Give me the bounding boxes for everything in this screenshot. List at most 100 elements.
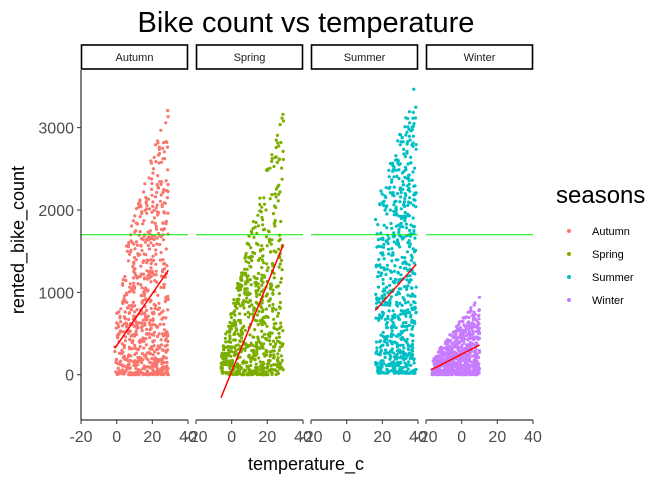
data-point: [153, 350, 157, 354]
x-tick-label: 20: [143, 429, 161, 446]
data-point: [232, 338, 236, 342]
data-point: [409, 333, 413, 337]
data-point: [454, 332, 458, 336]
data-point: [125, 291, 129, 295]
data-point: [156, 293, 160, 297]
data-point: [403, 154, 407, 159]
data-point: [224, 340, 228, 344]
data-point: [411, 247, 415, 251]
data-point: [261, 371, 265, 375]
data-point: [404, 321, 408, 325]
data-point: [141, 299, 145, 303]
data-point: [408, 161, 413, 165]
data-point: [162, 150, 166, 154]
data-point: [155, 236, 159, 240]
data-point: [393, 340, 397, 344]
data-point: [270, 193, 274, 197]
data-point: [164, 140, 168, 144]
data-point: [272, 363, 276, 367]
y-axis: 0 1000 2000 3000: [38, 70, 82, 420]
data-point: [385, 267, 389, 271]
data-point: [381, 314, 385, 318]
data-point: [277, 144, 281, 148]
data-point: [272, 271, 276, 275]
data-point: [226, 348, 230, 352]
data-point: [389, 350, 393, 354]
data-point: [381, 330, 385, 334]
data-point: [277, 291, 281, 296]
data-point: [133, 324, 137, 328]
data-point: [161, 258, 165, 262]
data-point: [164, 222, 168, 226]
data-point: [120, 324, 124, 328]
data-point: [413, 301, 417, 305]
data-point: [394, 326, 398, 330]
x-tick-label: 0: [342, 429, 351, 446]
data-point: [134, 329, 138, 334]
data-point: [227, 359, 232, 363]
data-point: [379, 265, 383, 270]
data-point: [260, 258, 265, 262]
data-point: [256, 213, 260, 217]
data-point: [411, 339, 415, 343]
data-point: [383, 317, 387, 321]
data-point: [155, 203, 159, 207]
data-point: [258, 368, 262, 372]
data-point: [384, 272, 388, 277]
data-point: [155, 373, 159, 377]
data-point: [378, 371, 382, 375]
data-point: [119, 307, 123, 311]
data-point: [407, 200, 411, 204]
data-point: [392, 175, 396, 179]
data-point: [127, 372, 131, 376]
legend-key-winter: [567, 298, 571, 302]
data-point: [134, 240, 139, 244]
data-point: [135, 308, 139, 312]
data-point: [145, 289, 149, 293]
data-point: [152, 237, 156, 242]
data-point: [159, 193, 163, 197]
data-point: [221, 344, 225, 348]
data-point: [249, 357, 253, 361]
data-point: [398, 187, 402, 192]
panel-winter: Winter -20 0 20 40: [414, 44, 542, 446]
data-point: [134, 273, 138, 278]
data-point: [130, 287, 134, 291]
data-point: [270, 371, 274, 375]
data-point: [431, 359, 435, 363]
data-point: [136, 363, 140, 367]
data-point: [238, 304, 242, 308]
data-point: [396, 316, 401, 320]
data-point: [158, 322, 162, 326]
data-point: [229, 315, 233, 320]
data-point: [277, 335, 281, 339]
data-point: [166, 182, 170, 187]
data-point: [149, 266, 153, 270]
data-point: [121, 301, 125, 305]
data-point: [245, 364, 249, 368]
data-point: [165, 330, 169, 334]
data-point: [409, 355, 413, 359]
data-point: [144, 343, 148, 347]
data-point: [466, 363, 470, 367]
data-point: [457, 323, 461, 327]
data-point: [253, 365, 258, 369]
data-point: [270, 157, 274, 161]
data-point: [388, 208, 392, 212]
data-point: [128, 347, 132, 351]
data-point: [277, 311, 281, 315]
trend-line: [431, 344, 480, 371]
data-point: [391, 191, 395, 195]
data-point: [142, 219, 146, 223]
data-point: [117, 332, 121, 336]
data-point: [149, 161, 154, 165]
data-point: [124, 369, 128, 373]
data-point: [257, 309, 261, 313]
data-point: [253, 328, 257, 332]
data-point: [410, 128, 414, 132]
data-point: [409, 155, 413, 159]
data-point: [399, 207, 403, 211]
data-point: [115, 311, 119, 315]
data-point: [161, 190, 165, 194]
data-point: [275, 285, 279, 289]
